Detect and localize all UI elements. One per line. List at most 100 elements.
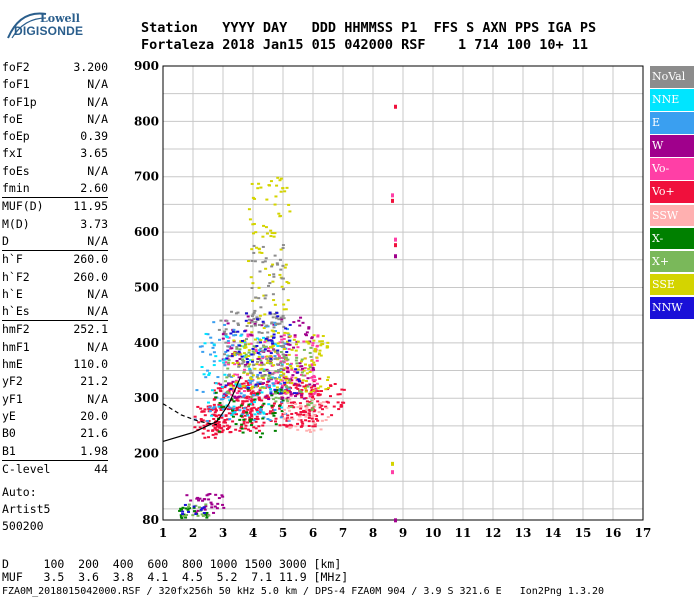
data-point [303,409,307,412]
data-point [239,425,243,428]
data-point [270,356,274,359]
data-point [223,373,227,376]
data-point [290,368,294,371]
data-point [249,378,253,381]
data-point [184,507,188,510]
data-point [257,355,261,358]
data-point [289,393,293,396]
data-point [244,380,248,383]
data-point [193,426,197,429]
data-point [225,391,229,394]
data-point [212,403,216,406]
data-point [265,232,269,235]
x-tick-label: 17 [635,526,652,540]
data-point [292,384,296,387]
data-point [235,385,239,388]
data-point [336,393,340,396]
data-point [242,352,246,355]
data-point [236,311,240,314]
data-point [269,359,273,362]
data-point [283,412,287,415]
logo-lowell-text: Lowell [40,12,80,25]
data-point [252,244,256,247]
data-point [300,388,304,391]
data-point [204,503,208,506]
data-point [285,280,289,283]
data-point [302,340,306,343]
data-point [277,389,281,392]
data-point [324,405,328,408]
data-point [242,422,246,425]
data-point [228,425,232,428]
data-point [243,340,247,343]
data-point [278,407,282,410]
data-point [277,357,281,360]
data-point [259,306,263,309]
data-point [300,371,304,374]
data-point [197,506,201,509]
data-point [296,422,300,425]
data-point [232,339,236,342]
data-point [224,361,228,364]
data-point [279,335,283,338]
data-point [283,342,287,345]
data-point [298,362,302,365]
param-row: foF1p N/A [2,94,108,111]
data-point [282,355,286,358]
data-point [250,182,254,185]
data-point [216,387,220,390]
data-point [311,425,315,428]
header-line-2: Fortaleza 2018 Jan15 015 042000 RSF 1 71… [141,37,589,53]
data-point [316,334,320,337]
data-point [265,383,269,386]
data-point [224,421,228,424]
data-point [223,330,227,333]
data-point [318,340,322,343]
data-point [279,345,283,348]
data-point [279,416,283,419]
data-point [313,409,317,412]
param-label: hmF2 [2,322,30,337]
x-tick-label: 15 [575,526,592,540]
data-point [222,506,226,509]
data-point [261,404,265,407]
data-point [244,424,248,427]
data-point [264,325,268,328]
data-point [249,402,253,405]
data-point [265,355,269,358]
isolated-data-point [394,237,397,242]
data-point [282,368,286,371]
data-point [253,322,257,325]
data-point [255,363,259,366]
data-point [338,393,342,396]
data-point [282,417,286,420]
data-point [207,407,211,410]
data-point [282,344,286,347]
data-point [267,347,271,350]
x-tick-label: 13 [515,526,532,540]
data-point [224,350,228,353]
data-point [201,390,205,393]
data-point [315,345,319,348]
data-point [262,368,266,371]
data-point [217,497,221,500]
data-point [247,260,251,263]
data-point [287,203,291,206]
data-point [274,357,278,360]
data-point [294,395,298,398]
data-point [305,406,309,409]
data-point [294,376,298,379]
data-point [252,394,256,397]
data-point [246,315,250,318]
data-point [254,350,258,353]
data-point [204,376,208,379]
data-point [285,398,289,401]
data-point [267,403,271,406]
data-point [273,408,277,411]
data-point [305,413,309,416]
data-point [259,186,263,189]
data-point [288,391,292,394]
data-point [315,359,319,362]
data-point [308,394,312,397]
data-point [255,375,259,378]
